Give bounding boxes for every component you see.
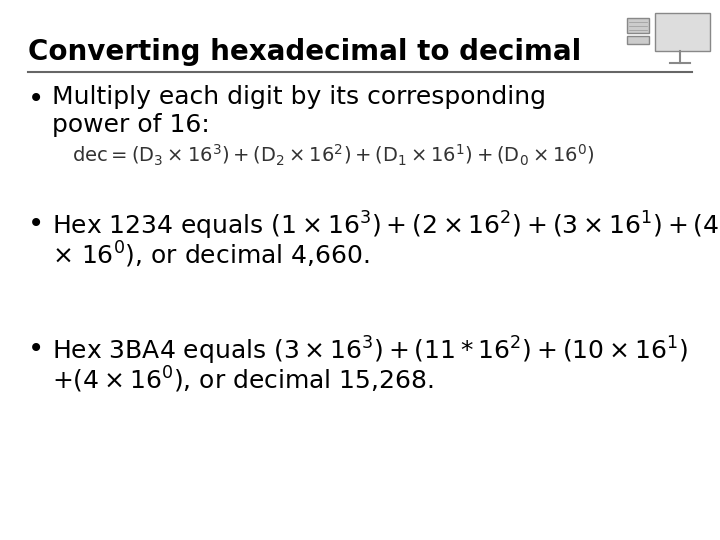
Text: •: • <box>28 335 44 363</box>
Bar <box>627 18 649 33</box>
Text: power of 16:: power of 16: <box>52 113 210 137</box>
Text: $\mathrm{dec = (D_3 \times 16^3) + (D_2 \times 16^2) + (D_1 \times 16^1) + (D_0 : $\mathrm{dec = (D_3 \times 16^3) + (D_2 … <box>72 143 595 168</box>
Bar <box>627 36 649 44</box>
Bar <box>655 13 710 51</box>
Text: $\times\ 16^0)$, or decimal 4,660.: $\times\ 16^0)$, or decimal 4,660. <box>52 240 369 270</box>
Text: •: • <box>28 210 44 238</box>
Text: Converting hexadecimal to decimal: Converting hexadecimal to decimal <box>28 38 581 66</box>
Text: •: • <box>28 85 44 113</box>
Text: Hex 1234 equals $(1 \times 16^3) + (2 \times 16^2) + (3 \times 16^1) + (4$: Hex 1234 equals $(1 \times 16^3) + (2 \t… <box>52 210 719 242</box>
Text: Multiply each digit by its corresponding: Multiply each digit by its corresponding <box>52 85 546 109</box>
Text: $+ (4 \times 16^0)$, or decimal 15,268.: $+ (4 \times 16^0)$, or decimal 15,268. <box>52 365 433 395</box>
Text: Hex 3BA4 equals $(3 \times 16^3) + (11 * 16^2) + (10 \times 16^1)$: Hex 3BA4 equals $(3 \times 16^3) + (11 *… <box>52 335 688 367</box>
